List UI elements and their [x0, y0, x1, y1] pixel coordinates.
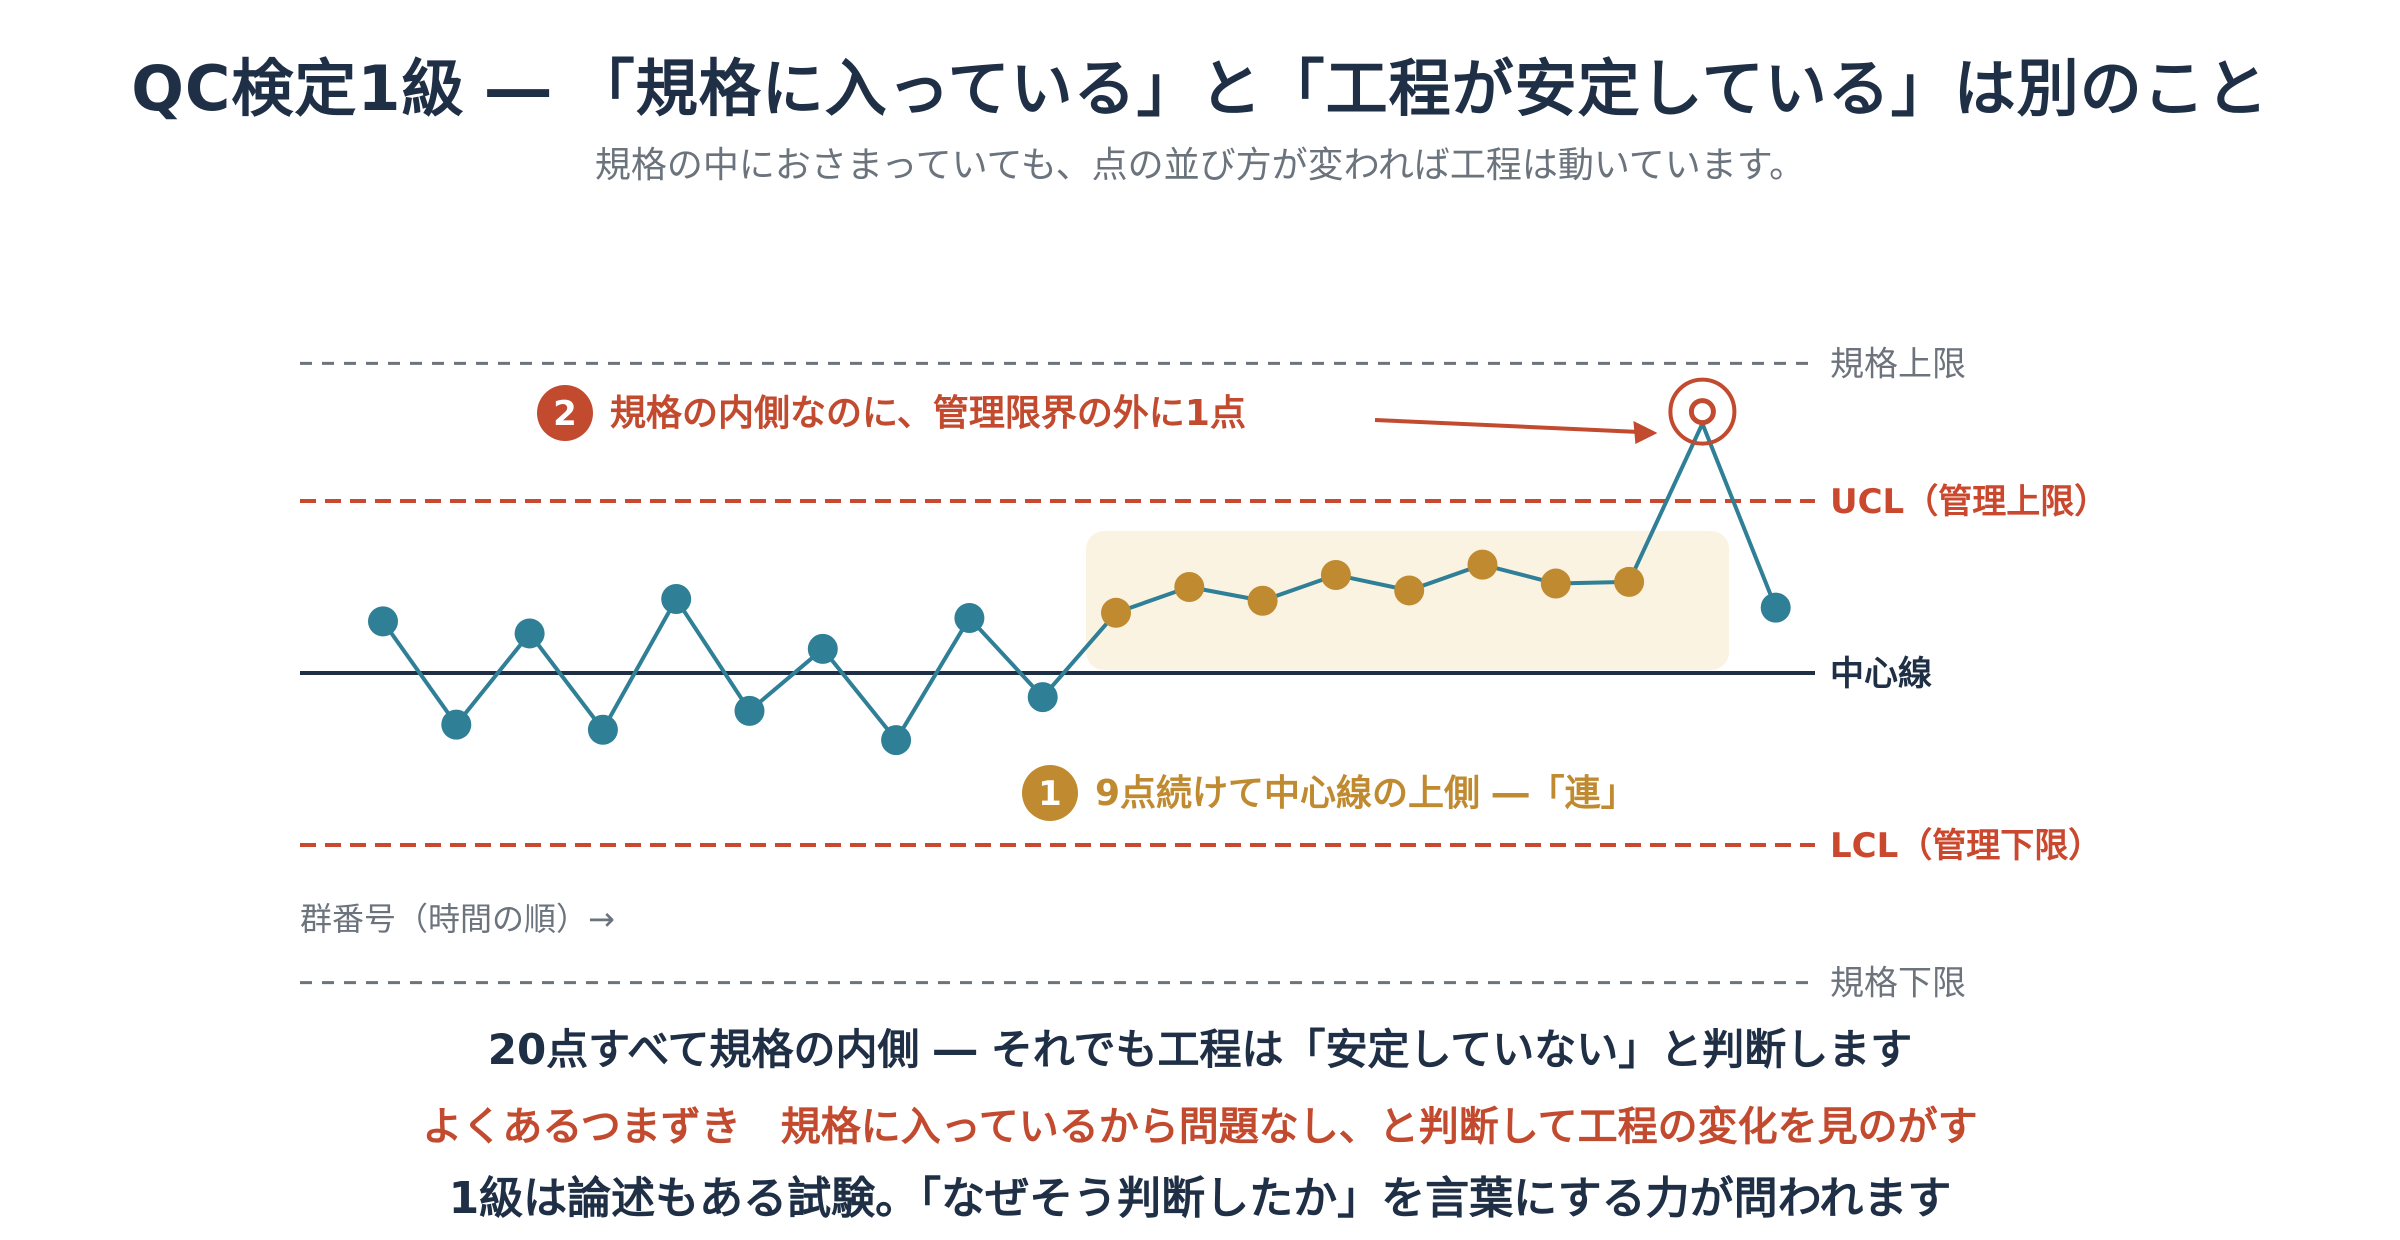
- annotation-badge-2: [537, 385, 593, 441]
- data-point: [734, 695, 765, 726]
- data-point: [1101, 597, 1131, 628]
- usl-label: 規格上限: [1830, 344, 1966, 384]
- data-point: [881, 725, 912, 756]
- lcl-label: LCL（管理下限）: [1830, 826, 2102, 866]
- data-point: [368, 606, 398, 637]
- footer-warning: よくあるつまずき 規格に入っているから問題なし、と判断して工程の変化を見のがす: [422, 1104, 1978, 1150]
- out-of-control-ring: [1668, 377, 1737, 446]
- footer-conclusion: 20点すべて規格の内側 ― それでも工程は「安定していない」と判断します: [487, 1025, 1913, 1074]
- annotation-badge-1: [1022, 765, 1078, 821]
- footer-note: 1級は論述もある試験。「なぜそう判断したか」を言葉にする力が問われます: [448, 1173, 1952, 1224]
- data-point: [587, 714, 618, 745]
- center-line-label: 中心線: [1830, 654, 1932, 694]
- data-point: [1760, 592, 1791, 623]
- data-point: [1320, 559, 1351, 590]
- data-point: [1540, 568, 1571, 599]
- annotation-number-1: 1: [1038, 774, 1062, 814]
- data-point: [807, 633, 838, 664]
- out-of-control-point: [1688, 398, 1716, 426]
- data-point: [954, 602, 985, 633]
- data-point: [1174, 572, 1205, 602]
- data-point: [1247, 585, 1278, 616]
- page-title: QC検定1級 ― 「規格に入っている」と「工程が安定している」は別のこと: [131, 52, 2269, 125]
- page-subtitle: 規格の中におさまっていても、点の並び方が変われば工程は動いています。: [594, 145, 1806, 186]
- data-point: [441, 709, 472, 740]
- data-points: [368, 398, 1791, 756]
- data-point: [661, 584, 692, 615]
- lsl-label: 規格下限: [1830, 964, 1966, 1004]
- data-point: [1467, 549, 1498, 580]
- data-point: [1027, 682, 1058, 713]
- data-point: [514, 618, 545, 649]
- data-point: [1614, 566, 1645, 597]
- annotation-number-2: 2: [553, 394, 577, 434]
- data-point: [1394, 575, 1425, 606]
- run-annotation: 9点続けて中心線の上側 ―「連」: [1095, 773, 1637, 814]
- ucl-label: UCL（管理上限）: [1830, 482, 2108, 522]
- x-axis-label: 群番号（時間の順）→: [300, 900, 615, 938]
- annotation-arrow: [1374, 418, 1640, 434]
- out-of-control-annotation: 規格の内側なのに、管理限界の外に1点: [610, 393, 1246, 434]
- annotation-arrowhead: [1633, 421, 1658, 444]
